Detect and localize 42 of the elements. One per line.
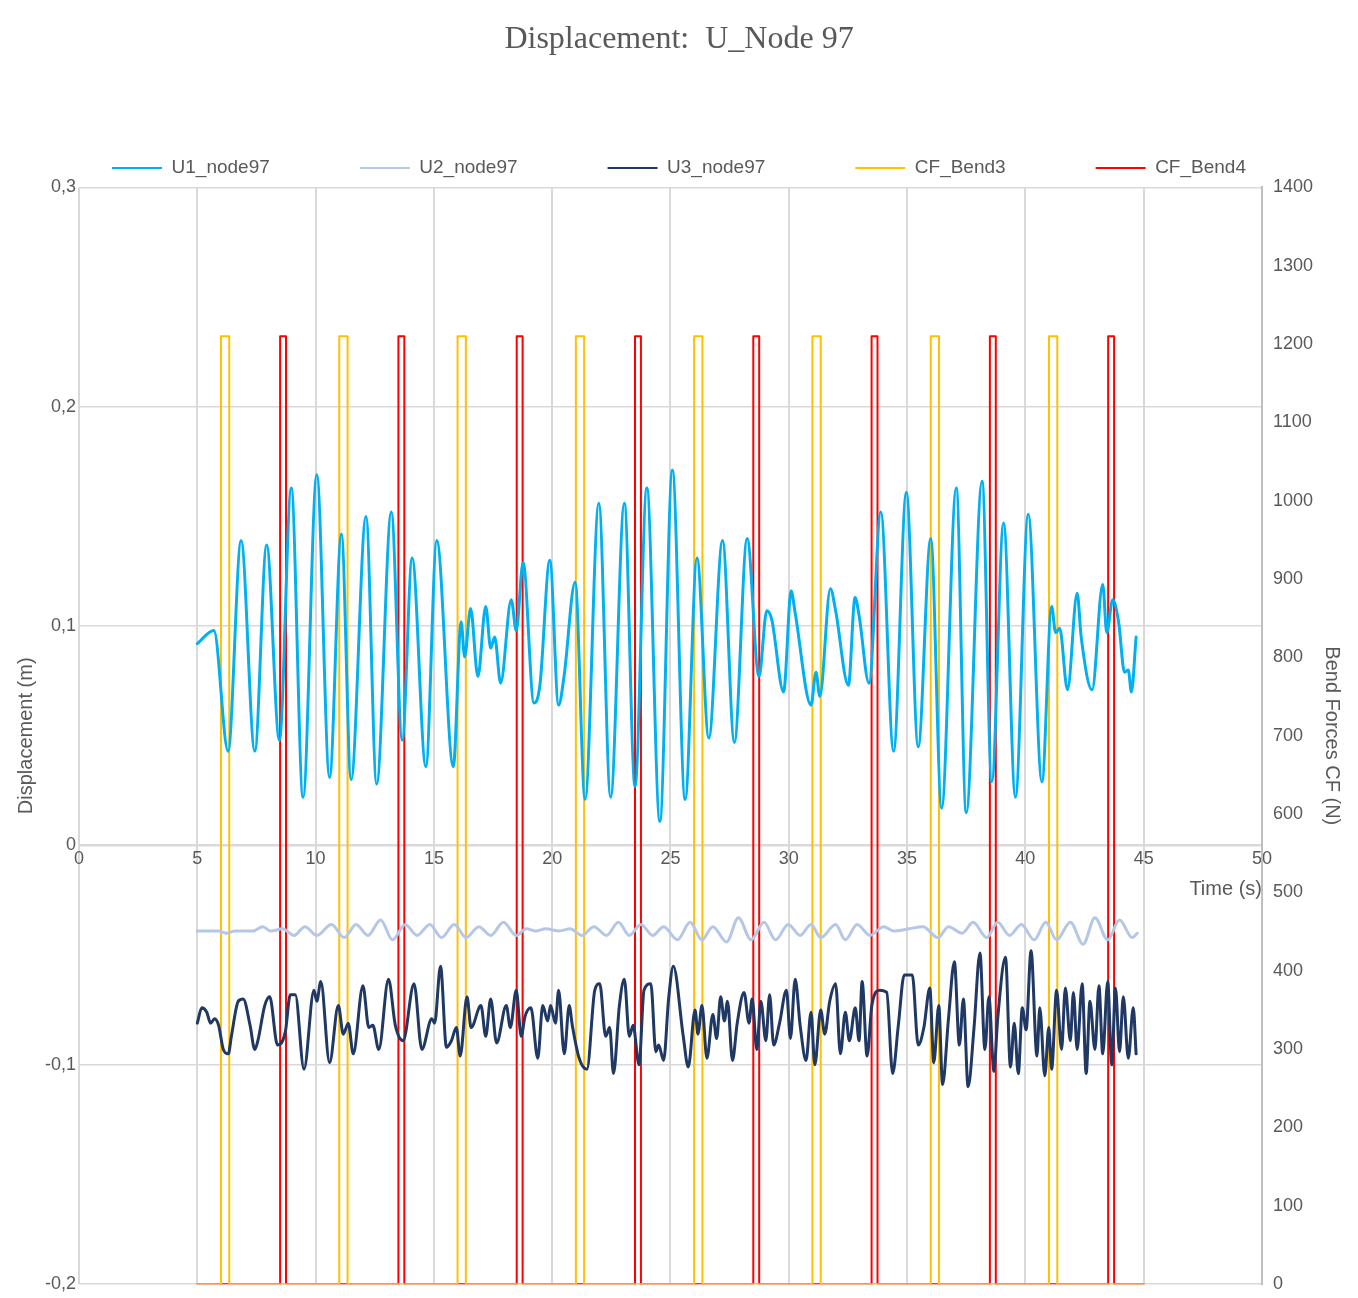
y-tick-label: -0,2 <box>44 1273 77 1294</box>
y2-tick-label: 100 <box>1272 1194 1303 1215</box>
legend-label: U1_node97 <box>171 156 270 179</box>
x-tick-label: 25 <box>660 848 681 869</box>
y2-tick-label: 900 <box>1272 568 1303 589</box>
y2-tick-label: 1200 <box>1272 333 1313 354</box>
y-tick-label: 0,3 <box>50 176 77 197</box>
y-tick-label: 0,1 <box>50 615 77 636</box>
y-tick-label: -0,1 <box>44 1053 77 1074</box>
y2-tick-label: 0 <box>1272 1273 1283 1294</box>
legend-label: U3_node97 <box>667 156 766 179</box>
legend-label: U2_node97 <box>419 156 518 179</box>
y2-tick-label: 1100 <box>1272 411 1312 432</box>
y-axis-title: Displacement (m) <box>13 657 36 815</box>
line-series <box>195 949 1138 1089</box>
x-tick-label: 50 <box>1251 848 1272 869</box>
x-tick-label: 10 <box>305 848 326 869</box>
y2-tick-label: 1000 <box>1272 489 1313 510</box>
y2-tick-label: 1400 <box>1272 176 1313 197</box>
y2-axis-title: Bend Forces CF (N) <box>1322 646 1345 826</box>
x-axis-title: Time (s) <box>1189 876 1262 899</box>
x-tick-label: 15 <box>423 848 444 869</box>
x-tick-label: 40 <box>1015 848 1036 869</box>
y-tick-label: 0,2 <box>50 395 77 416</box>
x-tick-label: 35 <box>897 848 918 869</box>
x-tick-label: 5 <box>192 848 203 869</box>
x-tick-label: 20 <box>542 848 563 869</box>
y2-tick-label: 1300 <box>1272 254 1313 275</box>
x-tick-label: 45 <box>1133 848 1154 869</box>
legend-label: CF_Bend4 <box>1155 156 1247 179</box>
y2-tick-label: 500 <box>1272 881 1303 902</box>
line-series <box>195 468 1138 823</box>
y2-tick-label: 400 <box>1272 959 1303 980</box>
y2-tick-label: 600 <box>1272 803 1303 824</box>
y2-tick-label: 300 <box>1272 1038 1303 1059</box>
y2-tick-label: 800 <box>1272 646 1303 667</box>
chart-title: Displacement: U_Node 97 <box>504 18 854 55</box>
y2-tick-label: 700 <box>1272 724 1303 745</box>
x-tick-label: 30 <box>778 848 799 869</box>
y2-tick-label: 200 <box>1272 1116 1303 1137</box>
line-series <box>195 916 1139 946</box>
legend-label: CF_Bend3 <box>914 156 1006 179</box>
